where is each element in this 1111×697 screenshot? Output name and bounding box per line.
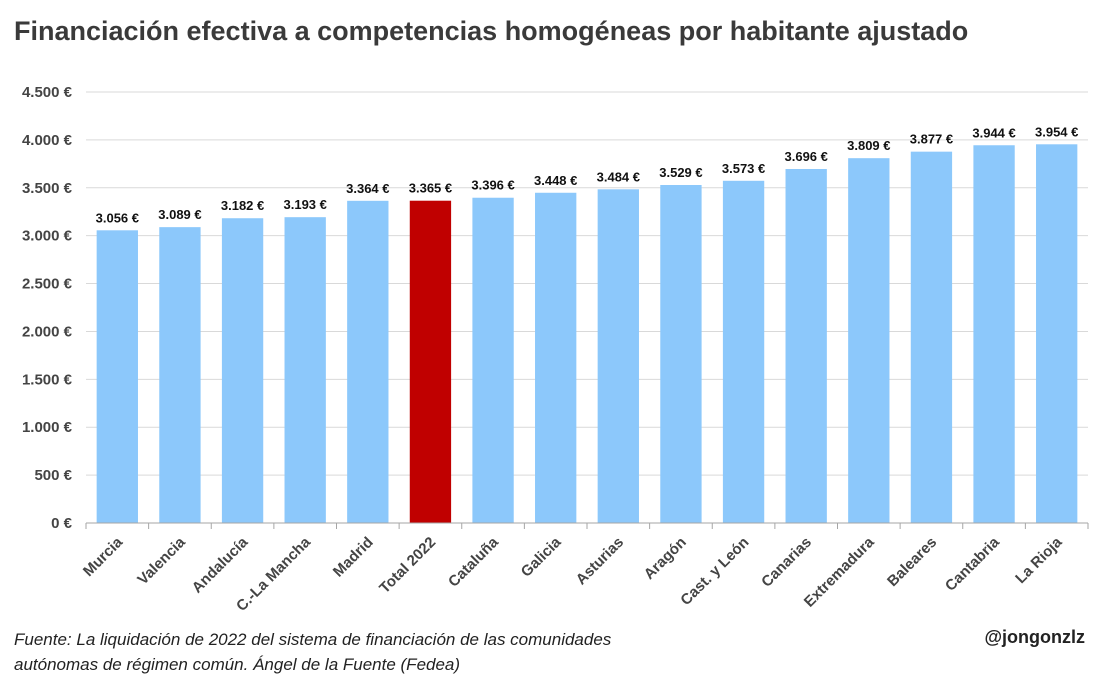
x-tick-label: Valencia xyxy=(134,533,189,588)
data-label: 3.484 € xyxy=(597,169,640,184)
data-label: 3.696 € xyxy=(785,149,828,164)
bar xyxy=(785,169,827,523)
y-tick-label: 0 € xyxy=(51,515,73,532)
x-tick-label: Madrid xyxy=(330,534,377,581)
bar xyxy=(221,218,264,523)
x-tick-label: Murcia xyxy=(80,533,127,580)
x-tick-label: La Rioja xyxy=(1012,533,1066,587)
x-tick-label: Cantabria xyxy=(942,533,1003,594)
data-label: 3.182 € xyxy=(221,198,264,213)
bar xyxy=(597,189,639,523)
bar xyxy=(159,227,201,523)
x-tick-label: Asturias xyxy=(573,534,627,588)
bar xyxy=(472,197,514,524)
y-axis: 0 € 500 € 1.000 € 1.500 € 2.000 € 2.500 € 3.00… xyxy=(22,84,73,532)
source-note: Fuente: La liquidación de 2022 del siste… xyxy=(14,627,694,677)
bar xyxy=(409,200,452,524)
chart-title: Financiación efectiva a competencias hom… xyxy=(14,16,969,46)
y-tick-label: 2.500 € xyxy=(22,276,73,293)
data-label: 3.396 € xyxy=(471,178,514,193)
source-line-1: Fuente: La liquidación de 2022 del siste… xyxy=(14,630,612,649)
x-tick-label: Andalucía xyxy=(189,533,252,596)
x-tick-label: Galicia xyxy=(518,533,565,580)
bar xyxy=(535,192,577,523)
bar xyxy=(96,230,138,524)
x-tick-label: Baleares xyxy=(884,534,940,590)
data-labels: 3.056 € 3.089 € 3.182 € 3.193 € 3.364 € 3.365… xyxy=(96,124,1079,225)
data-label: 3.944 € xyxy=(972,125,1015,140)
data-label: 3.809 € xyxy=(847,138,890,153)
data-label: 3.365 € xyxy=(409,181,452,196)
data-label: 3.954 € xyxy=(1035,124,1078,139)
bar xyxy=(722,180,765,523)
data-label: 3.448 € xyxy=(534,173,577,188)
bar xyxy=(848,158,890,524)
data-label: 3.193 € xyxy=(284,197,327,212)
source-line-2: autónomas de régimen común. Ángel de la … xyxy=(14,655,461,674)
x-tick-label: Canarias xyxy=(758,534,815,591)
y-tick-label: 500 € xyxy=(34,467,72,484)
data-label: 3.877 € xyxy=(910,132,953,147)
bar xyxy=(347,200,389,523)
data-label: 3.089 € xyxy=(158,207,201,222)
data-label: 3.529 € xyxy=(659,165,702,180)
data-label: 3.364 € xyxy=(346,181,389,196)
bar xyxy=(660,185,702,523)
y-tick-label: 1.500 € xyxy=(22,371,73,388)
bars xyxy=(96,144,1078,524)
x-tick-label: Total 2022 xyxy=(376,534,439,597)
data-label: 3.573 € xyxy=(722,161,765,176)
bar xyxy=(910,151,953,523)
author-credit: @jongonzlz xyxy=(984,627,1085,647)
y-tick-label: 2.000 € xyxy=(22,323,73,340)
y-tick-label: 4.000 € xyxy=(22,132,73,149)
bar xyxy=(1036,144,1078,523)
data-label: 3.056 € xyxy=(96,210,139,225)
bar xyxy=(973,145,1015,523)
y-tick-label: 1.000 € xyxy=(22,419,73,436)
x-tick-label: Aragón xyxy=(641,534,690,583)
y-tick-label: 3.500 € xyxy=(22,180,73,197)
x-tick-label: Cataluña xyxy=(445,533,502,590)
y-tick-label: 3.000 € xyxy=(22,228,73,245)
y-tick-label: 4.500 € xyxy=(22,84,73,101)
bar xyxy=(284,217,326,523)
